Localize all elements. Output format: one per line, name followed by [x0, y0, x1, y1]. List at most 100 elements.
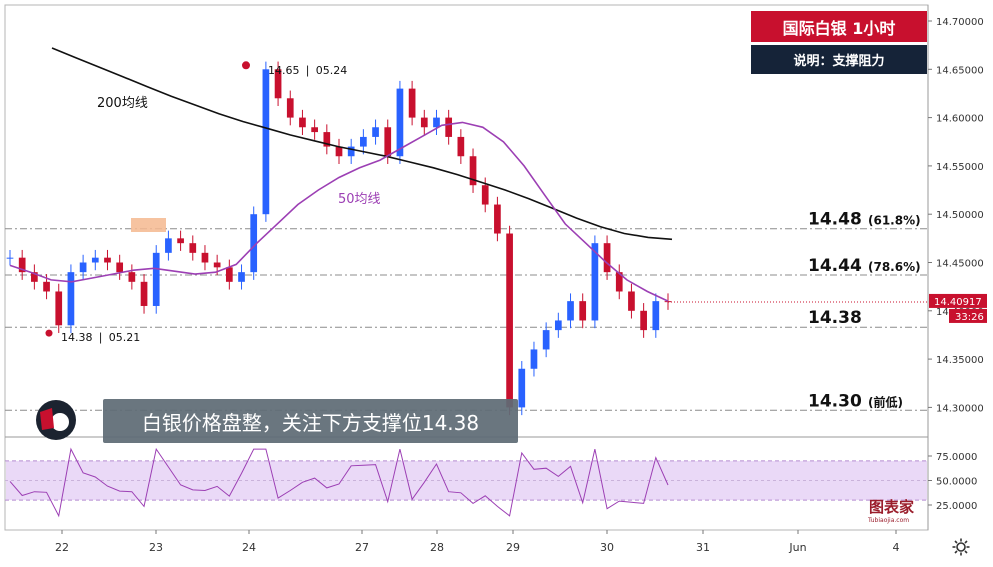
- time-tick-label: 30: [600, 541, 614, 554]
- candle-body: [335, 146, 343, 157]
- candle-body: [640, 310, 647, 331]
- candle-body: [286, 98, 294, 118]
- level-note: (前低): [868, 394, 903, 409]
- watermark-url: Tubiaojia.com: [867, 517, 909, 524]
- ma200-label: 200均线: [97, 96, 148, 111]
- candle-body: [213, 262, 221, 268]
- candle-body: [43, 281, 50, 292]
- chart-title: 国际白银 1小时: [751, 11, 927, 42]
- logo-accent: [40, 408, 54, 430]
- axes: 14.70000 14.65000 14.60000 14.55000 14.50000…: [55, 17, 987, 554]
- candle-body: [128, 272, 136, 282]
- rsi-tick-label: 50.0000: [936, 477, 977, 488]
- highlight-zone: [131, 218, 166, 232]
- low-marker: [45, 329, 53, 337]
- candle-body: [457, 136, 465, 157]
- price-tick-label: 14.65000: [936, 65, 984, 76]
- candle-body: [18, 257, 26, 273]
- rsi-line: [9, 447, 669, 518]
- chart-frame: [4, 4, 929, 531]
- candle-body: [579, 301, 587, 321]
- candle-body: [152, 252, 160, 306]
- level-label: 14.48: [808, 210, 862, 230]
- candle-body: [384, 127, 392, 157]
- time-tick-label: 23: [149, 541, 163, 554]
- high-label: 14.65 ❘ 05.24: [268, 64, 347, 77]
- countdown-tag: [949, 308, 987, 323]
- candle-body: [104, 257, 111, 263]
- moving-averages: 200均线 50均线: [9, 47, 673, 302]
- price-tick-label: 14.30000: [936, 403, 984, 414]
- gear-icon[interactable]: [951, 537, 971, 557]
- price-tick-label: 14.60000: [936, 114, 984, 125]
- candle-body: [396, 88, 404, 157]
- current-price-tag: [929, 293, 987, 308]
- candle-body: [299, 117, 306, 128]
- rsi-tick-label: 75.0000: [936, 452, 977, 463]
- candle-body: [372, 127, 379, 137]
- candle-body: [311, 127, 318, 133]
- plot-area: [4, 4, 929, 531]
- time-tick-label: 4: [893, 541, 900, 554]
- candle-body: [347, 146, 355, 157]
- ma50-label: 50均线: [338, 192, 381, 207]
- level-note: (78.6%): [868, 260, 921, 274]
- level-label: 14.30: [808, 391, 862, 411]
- candle-body: [628, 291, 635, 311]
- time-tick-label: 22: [55, 541, 69, 554]
- time-tick-label: Jun: [788, 541, 806, 554]
- candle-body: [262, 69, 270, 215]
- price-tick-label: 14.55000: [936, 162, 984, 173]
- candle-body: [494, 204, 501, 234]
- level-note: (61.8%): [868, 214, 921, 228]
- rsi-tick-label: 25.0000: [936, 501, 977, 512]
- logo-face: [51, 413, 69, 431]
- candle-body: [6, 257, 14, 259]
- candle-body: [615, 272, 623, 292]
- rsi-panel: 75.0000 50.0000 25.0000: [5, 447, 977, 518]
- caption-banner: 白银价格盘整，关注下方支撑位14.38: [103, 399, 518, 443]
- level-label: 14.44: [808, 256, 862, 276]
- candle-body: [250, 214, 258, 273]
- candle-body: [591, 243, 599, 321]
- candle-body: [323, 132, 331, 147]
- candle-body: [481, 185, 489, 205]
- ma200-line: [51, 47, 673, 241]
- price-tick-label: 14.70000: [936, 17, 984, 28]
- level-label: 14.38: [808, 308, 862, 328]
- ma50-line: [9, 121, 669, 302]
- candle-body: [469, 156, 477, 186]
- candle-body: [91, 257, 99, 263]
- time-tick-label: 29: [506, 541, 520, 554]
- price-tick-label: 14.45000: [936, 259, 984, 270]
- candle-body: [603, 243, 611, 273]
- price-tick-label: 14.50000: [936, 210, 984, 221]
- candle-body: [116, 262, 124, 273]
- candle-body: [55, 291, 63, 326]
- candle-body: [360, 136, 367, 147]
- time-tick-label: 24: [242, 541, 256, 554]
- low-label: 14.38 ❘ 05.21: [61, 331, 140, 344]
- candle-body: [542, 330, 550, 350]
- candle-body: [433, 117, 440, 128]
- candle-body: [420, 117, 428, 128]
- brand-logo-icon: [36, 400, 76, 440]
- candle-body: [408, 88, 416, 118]
- time-tick-label: 31: [696, 541, 710, 554]
- annotations: 14.65 ❘ 05.24 14.38 ❘ 05.21 图表家Tubiaojia.c…: [36, 61, 914, 524]
- candle-body: [530, 349, 538, 369]
- time-tick-label: 28: [430, 541, 444, 554]
- high-marker: [242, 61, 250, 70]
- time-tick-label: 27: [355, 541, 369, 554]
- candle-body: [506, 233, 513, 408]
- candle-body: [165, 238, 172, 253]
- candle-body: [140, 281, 148, 306]
- candle-body: [201, 252, 209, 263]
- candle-body: [31, 272, 38, 282]
- current-price-value: 14.40917: [934, 297, 982, 308]
- candle-body: [652, 301, 660, 331]
- candle-body: [274, 69, 282, 99]
- candle-body: [189, 243, 197, 253]
